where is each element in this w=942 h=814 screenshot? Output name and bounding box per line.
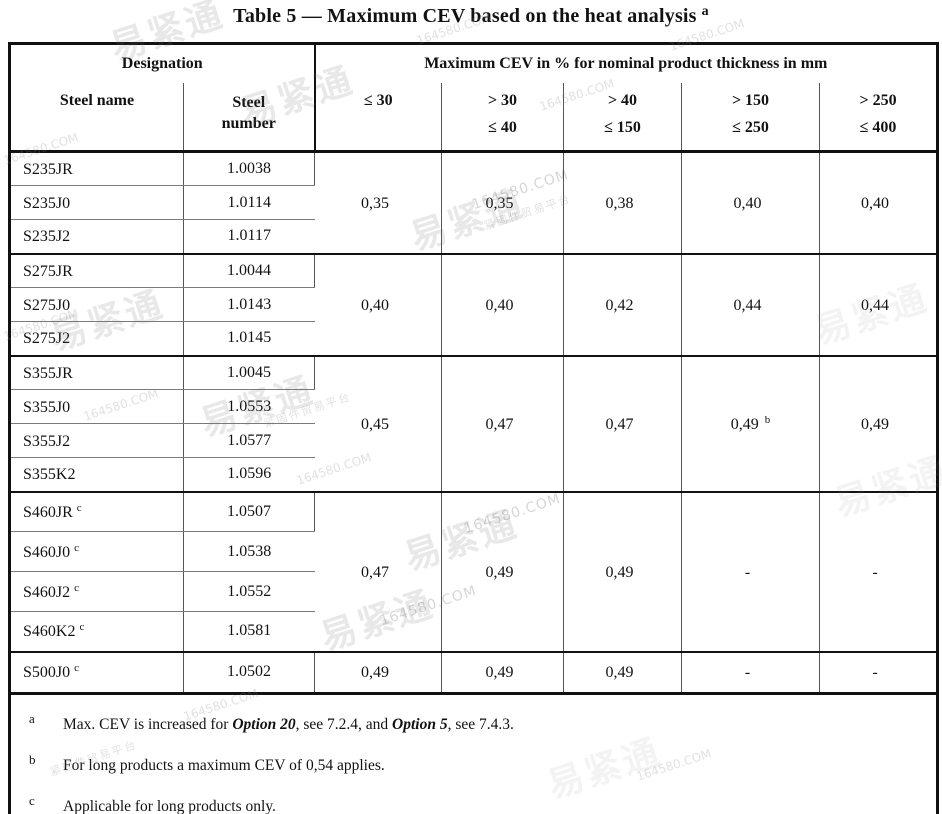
cev-value-cell: 0,49 <box>819 355 938 493</box>
cev-value-cell: - <box>819 651 938 695</box>
steel-name-cell: S275JR <box>9 253 184 288</box>
footnote-c-marker: c <box>29 793 35 808</box>
steel-number-cell: 1.0581 <box>183 611 315 653</box>
table-title-text: Table 5 — Maximum CEV based on the heat … <box>233 5 697 27</box>
steel-name-cell: S355J2 <box>9 423 184 458</box>
cev-value-cell: 0,35 <box>314 151 442 255</box>
table-row: S275J0 1.0143 <box>9 287 938 322</box>
cev-value-cell: 0,44 <box>681 253 820 357</box>
steel-number-cell: 1.0145 <box>183 321 315 357</box>
steel-name-cell: S275J0 <box>9 287 184 322</box>
steel-name-cell: S460K2 c <box>9 611 184 653</box>
cev-value-cell: 0,40 <box>681 151 820 255</box>
cev-value-cell: 0,40 <box>819 151 938 255</box>
table-row: S460J2 c 1.0552 <box>9 571 938 612</box>
cev-value-cell: - <box>681 491 820 653</box>
thickness-header-0: ≤ 30 <box>314 83 442 153</box>
footnote-b: b For long products a maximum CEV of 0,54… <box>21 752 926 775</box>
steel-name-cell: S235J0 <box>9 185 184 220</box>
steel-name-cell: S355K2 <box>9 457 184 493</box>
steel-name-cell: S460J2 c <box>9 571 184 612</box>
table-row: S275J2 1.0145 <box>9 321 938 357</box>
steel-number-cell: 1.0117 <box>183 219 315 255</box>
steel-number-cell: 1.0044 <box>183 253 315 288</box>
cev-value-cell: 0,40 <box>314 253 442 357</box>
cev-value-cell: 0,49 <box>441 491 564 653</box>
table-row: S235J0 1.0114 <box>9 185 938 220</box>
table-row: S355J0 1.0553 <box>9 389 938 424</box>
cev-value-cell: 0,49 <box>441 651 564 695</box>
steel-number-cell: 1.0538 <box>183 531 315 572</box>
footnote-b-text: For long products a maximum CEV of 0,54 … <box>63 757 385 774</box>
steel-name-header: Steel name <box>9 83 184 153</box>
steel-name-cell: S235J2 <box>9 219 184 255</box>
cev-value-cell: 0,49 b <box>681 355 820 493</box>
steel-number-cell: 1.0507 <box>183 491 315 532</box>
steel-number-cell: 1.0577 <box>183 423 315 458</box>
cev-value-cell: 0,42 <box>563 253 682 357</box>
cev-value-cell: 0,38 <box>563 151 682 255</box>
steel-number-cell: 1.0114 <box>183 185 315 220</box>
cev-value-cell: 0,40 <box>441 253 564 357</box>
steel-number-cell: 1.0038 <box>183 151 315 186</box>
cev-value-cell: 0,44 <box>819 253 938 357</box>
cev-table: Designation Maximum CEV in % for nominal… <box>8 42 940 814</box>
steel-number-cell: 1.0596 <box>183 457 315 493</box>
steel-number-cell: 1.0143 <box>183 287 315 322</box>
footnote-c: c Applicable for long products only. <box>21 793 926 814</box>
steel-name-cell: S460JR c <box>9 491 184 532</box>
thickness-header-3: > 150 ≤ 250 <box>681 83 820 153</box>
steel-name-cell: S275J2 <box>9 321 184 357</box>
table-row: S355JR 1.0045 0,45 0,47 0,47 0,49 b 0,49 <box>9 355 938 493</box>
cev-value-cell: 0,47 <box>441 355 564 493</box>
steel-number-cell: 1.0553 <box>183 389 315 424</box>
cev-value-cell: 0,49 <box>314 651 442 695</box>
steel-number-cell: 1.0045 <box>183 355 315 390</box>
footnote-a-marker: a <box>29 711 35 726</box>
table-row: S500J0 c 1.0502 0,49 0,49 0,49 - - <box>9 651 938 695</box>
footnote-b-marker: b <box>29 752 36 767</box>
header-row-top: Designation Maximum CEV in % for nominal… <box>9 43 938 83</box>
table-title: Table 5 — Maximum CEV based on the heat … <box>0 4 942 28</box>
steel-number-header: Steel number <box>183 83 316 153</box>
cev-value-cell: 0,47 <box>314 491 442 653</box>
header-row-sub: Steel name Steel number ≤ 30 > 30 ≤ 40 >… <box>9 83 938 153</box>
thickness-header-4: > 250 ≤ 400 <box>819 83 938 153</box>
designation-header: Designation <box>9 43 316 83</box>
footnote-c-text: Applicable for long products only. <box>63 798 276 814</box>
table-row: S355J2 1.0577 <box>9 423 938 458</box>
steel-number-cell: 1.0502 <box>183 651 315 695</box>
thickness-header-2: > 40 ≤ 150 <box>563 83 682 153</box>
cev-value-cell: - <box>681 651 820 695</box>
steel-name-cell: S500J0 c <box>9 651 184 695</box>
cev-value-cell: 0,47 <box>563 355 682 493</box>
table-row: S460JR c 1.0507 0,47 0,49 0,49 - - <box>9 491 938 653</box>
footnotes-row: a Max. CEV is increased for Option 20, se… <box>9 692 938 814</box>
table-row: S460K2 c 1.0581 <box>9 611 938 653</box>
steel-name-cell: S355J0 <box>9 389 184 424</box>
table-row: S275JR 1.0044 0,40 0,40 0,42 0,44 0,44 <box>9 253 938 357</box>
footnote-a: a Max. CEV is increased for Option 20, se… <box>21 711 926 734</box>
table-row: S460J0 c 1.0538 <box>9 531 938 572</box>
steel-name-cell: S460J0 c <box>9 531 184 572</box>
cev-value-cell: 0,49 <box>563 651 682 695</box>
cev-value-cell: 0,49 <box>563 491 682 653</box>
thickness-header-1: > 30 ≤ 40 <box>441 83 564 153</box>
table-row: S355K2 1.0596 <box>9 457 938 493</box>
steel-number-cell: 1.0552 <box>183 571 315 612</box>
steel-name-cell: S355JR <box>9 355 184 390</box>
table-row: S235J2 1.0117 <box>9 219 938 255</box>
footnotes-section: a Max. CEV is increased for Option 20, se… <box>9 692 938 814</box>
steel-name-cell: S235JR <box>9 151 184 186</box>
cev-title-header: Maximum CEV in % for nominal product thi… <box>424 55 828 72</box>
table-row: S235JR 1.0038 0,35 0,35 0,38 0,40 0,40 <box>9 151 938 255</box>
cev-value-cell: 0,35 <box>441 151 564 255</box>
footnote-a-text: Max. CEV is increased for Option 20, see… <box>63 716 514 733</box>
cev-value-cell: 0,45 <box>314 355 442 493</box>
cev-value-cell: - <box>819 491 938 653</box>
table-title-footnote-ref: a <box>701 4 709 19</box>
